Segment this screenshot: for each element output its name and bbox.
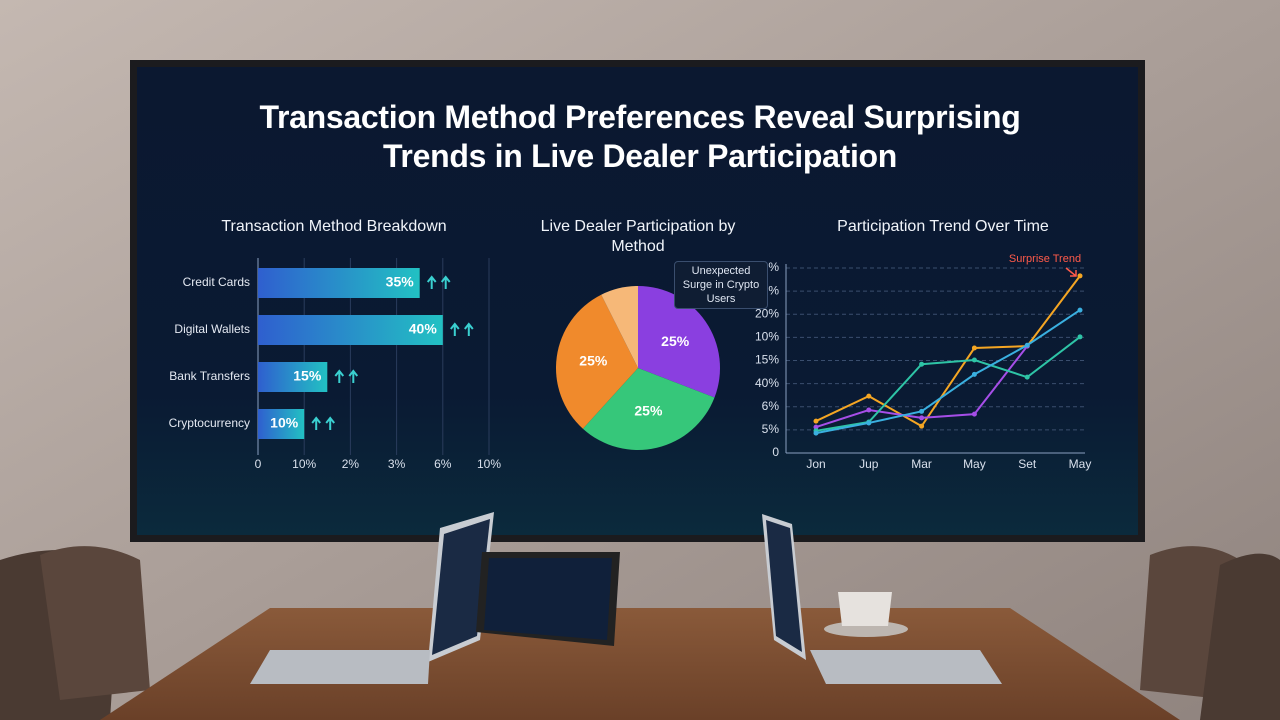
laptop-display [432,519,490,655]
pie-slice [582,368,715,450]
bar [258,315,443,345]
line-point [866,407,872,413]
x-tick-label: Jup [859,457,879,471]
line-point [971,371,977,377]
bar [258,362,328,392]
x-tick-label: 10% [292,457,316,471]
trend-icon [348,369,359,383]
data-label: 25% [579,353,608,369]
annotation: Unexpected Surge in Crypto Users [674,261,768,309]
x-tick-label: Set [1018,457,1037,471]
x-tick-label: 10% [477,457,501,471]
line-point [813,430,819,436]
y-tick-label: 0 [772,445,779,459]
line-point [1077,307,1083,313]
y-tick-label: Digital Wallets [174,322,250,336]
line-point [1024,342,1030,348]
table [100,608,1180,720]
line-point [1077,334,1083,340]
x-tick-label: 6% [434,457,452,471]
y-tick-label: 40% [755,376,779,390]
laptop-base [810,650,1002,684]
laptop-display [766,520,802,652]
line-point [919,423,925,429]
dashboard-title: Transaction Method Preferences Reveal Su… [259,99,1021,174]
line-point [866,393,872,399]
trend-icon [311,416,321,430]
chair [40,546,150,700]
pie-slice [601,286,638,368]
data-label: 35% [386,274,415,290]
line-point [919,415,925,421]
trend-icon [450,322,460,336]
line-point [971,357,977,363]
y-tick-label: 5% [762,422,780,436]
line-point [971,345,977,351]
chart-title: Live Dealer Participation by Method [540,218,736,255]
chart-title: Participation Trend Over Time [837,218,1049,235]
line-series [815,275,1081,428]
y-tick-label: Credit Cards [183,275,250,289]
trend-icon [440,275,451,289]
x-tick-label: Mar [911,457,932,471]
data-label: 10% [270,415,299,431]
line-series [815,336,1081,432]
annotation-arrow [1065,267,1077,277]
line-point [813,418,819,424]
cup [838,592,892,626]
chair [1200,553,1280,720]
trend-icon [325,416,335,430]
line-point [866,420,872,426]
line-point [971,411,977,417]
y-tick-label: 20% [755,306,779,320]
y-tick-label: Bank Transfers [169,369,250,383]
trend-icon [426,275,437,289]
line-point [1077,273,1083,279]
tablet-display [484,558,612,640]
line-series [815,309,1081,435]
data-label: 15% [293,368,322,384]
y-tick-label: 15% [755,353,779,367]
pie-slice [556,294,638,429]
line-series [815,345,1028,429]
trend-icon [464,322,474,336]
line-point [919,408,925,414]
bar [258,268,420,298]
x-tick-label: May [1069,457,1092,471]
annotation: Surprise Trend [1009,253,1081,265]
trend-icon [334,369,345,383]
data-label: 25% [661,333,690,349]
x-tick-label: Jon [806,457,825,471]
y-tick-label: Cryptocurrency [169,416,250,430]
x-tick-label: 0 [255,457,262,471]
line-point [813,424,819,430]
pie-slice [638,286,720,398]
x-tick-label: 2% [342,457,360,471]
data-label: 40% [409,321,438,337]
bar [258,409,305,439]
x-tick-label: May [963,457,986,471]
chart-title: Transaction Method Breakdown [221,218,447,235]
y-tick-label: 10% [755,330,779,344]
line-point [919,361,925,367]
x-tick-label: 3% [388,457,406,471]
data-label: 25% [634,403,663,419]
y-tick-label: 6% [762,399,780,413]
line-point [1024,374,1030,380]
laptop-base [250,650,430,684]
